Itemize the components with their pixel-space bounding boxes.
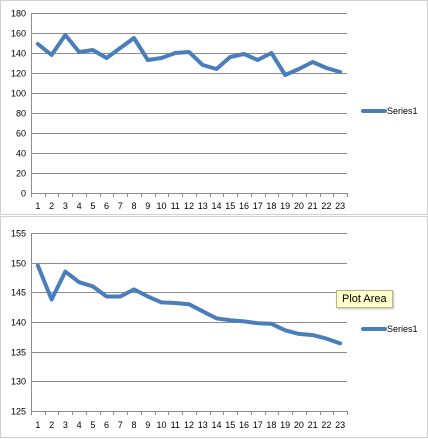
x-tick-label: 19 (280, 420, 290, 430)
x-tick-label: 8 (132, 420, 137, 430)
x-tick-label: 7 (118, 201, 123, 211)
x-tick-label: 3 (63, 420, 68, 430)
y-tick-label: 130 (11, 377, 26, 387)
x-tick-label: 17 (253, 420, 263, 430)
y-tick-label: 145 (11, 288, 26, 298)
x-tick-label: 16 (239, 420, 249, 430)
x-tick-label: 20 (294, 201, 304, 211)
y-tick-label: 160 (11, 29, 26, 39)
y-tick-label: 140 (11, 318, 26, 328)
y-tick-label: 0 (21, 189, 26, 199)
x-tick-label: 15 (225, 420, 235, 430)
x-tick-label: 22 (321, 201, 331, 211)
y-tick-label: 20 (16, 169, 26, 179)
x-tick-label: 22 (321, 420, 331, 430)
x-tick-label: 20 (294, 420, 304, 430)
y-tick-label: 180 (11, 9, 26, 19)
x-tick-label: 14 (211, 201, 221, 211)
x-tick-label: 11 (171, 201, 180, 211)
x-tick-label: 8 (132, 201, 137, 211)
legend-label: Series1 (387, 106, 418, 116)
x-tick-label: 5 (90, 420, 95, 430)
plot-area-tooltip: Plot Area (336, 290, 393, 308)
y-tick-label: 150 (11, 259, 26, 269)
x-tick-label: 10 (157, 420, 167, 430)
y-tick-label: 100 (11, 89, 26, 99)
x-tick-label: 10 (157, 201, 167, 211)
y-tick-label: 125 (11, 407, 26, 417)
x-tick-label: 4 (77, 201, 82, 211)
x-tick-label: 4 (77, 420, 82, 430)
x-tick-label: 14 (211, 420, 221, 430)
x-tick-label: 11 (171, 420, 180, 430)
x-tick-label: 6 (104, 420, 109, 430)
y-tick-label: 135 (11, 348, 26, 358)
x-tick-label: 1 (35, 420, 40, 430)
x-tick-label: 21 (308, 201, 318, 211)
y-tick-label: 60 (16, 129, 26, 139)
y-tick-label: 155 (11, 229, 26, 239)
legend-label: Series1 (387, 324, 418, 334)
y-tick-label: 80 (16, 109, 26, 119)
x-tick-label: 23 (335, 201, 345, 211)
x-tick-label: 15 (225, 201, 235, 211)
x-tick-label: 2 (49, 420, 54, 430)
x-tick-label: 16 (239, 201, 249, 211)
x-tick-label: 1 (35, 201, 40, 211)
x-tick-label: 12 (184, 420, 194, 430)
x-tick-label: 12 (184, 201, 194, 211)
y-tick-label: 40 (16, 149, 26, 159)
x-tick-label: 13 (198, 420, 208, 430)
x-tick-label: 21 (308, 420, 318, 430)
x-tick-label: 18 (266, 420, 276, 430)
x-tick-label: 5 (90, 201, 95, 211)
y-tick-label: 120 (11, 69, 26, 79)
x-tick-label: 9 (145, 420, 150, 430)
x-tick-label: 7 (118, 420, 123, 430)
x-tick-label: 9 (145, 201, 150, 211)
x-tick-label: 3 (63, 201, 68, 211)
x-tick-label: 23 (335, 420, 345, 430)
series-line-series1[interactable] (38, 266, 340, 344)
x-tick-label: 13 (198, 201, 208, 211)
x-tick-label: 6 (104, 201, 109, 211)
series-line-series1[interactable] (38, 35, 340, 75)
x-tick-label: 2 (49, 201, 54, 211)
y-tick-label: 140 (11, 49, 26, 59)
x-tick-label: 18 (266, 201, 276, 211)
x-tick-label: 17 (253, 201, 263, 211)
x-tick-label: 19 (280, 201, 290, 211)
